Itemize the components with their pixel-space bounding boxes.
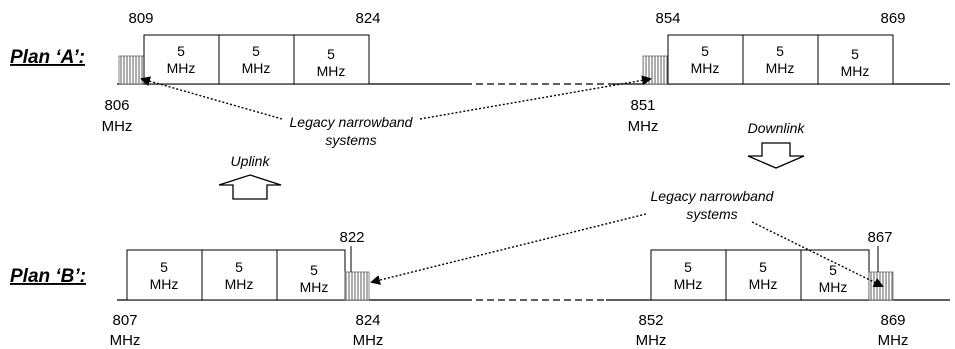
freq-unit: MHz (110, 332, 141, 349)
plan-b-uplink-block-2 (201, 249, 278, 301)
block-unit: MHz (167, 60, 196, 76)
block-unit: MHz (841, 63, 870, 79)
freq-label: 809 (128, 10, 153, 27)
plan-a-uplink-block-2 (218, 34, 295, 85)
freq-unit: MHz (102, 118, 133, 135)
legacy-label-a-line1: Legacy narrowband (290, 114, 414, 130)
downlink-arrow-icon (747, 142, 805, 169)
plan-a-legacy-downlink-hatch (642, 55, 669, 85)
block-unit: MHz (674, 276, 703, 292)
plan-a-uplink-block-1 (143, 34, 220, 85)
block-value: 5 (310, 262, 318, 278)
freq-unit: MHz (628, 118, 659, 135)
freq-label: 824 (355, 312, 380, 329)
uplink-label: Uplink (231, 153, 271, 169)
block-value: 5 (252, 43, 260, 59)
plan-b-legacy-uplink-hatch (344, 271, 370, 301)
freq-label: 824 (355, 10, 380, 27)
block-value: MHz (225, 276, 254, 292)
plan-a-arrow-downlink (419, 75, 652, 120)
block-value: 5 (327, 46, 335, 62)
uplink-arrow-icon (218, 174, 282, 200)
freq-label: 852 (638, 312, 663, 329)
block-value: 5 (235, 259, 243, 275)
freq-label: 867 (867, 229, 892, 246)
block-unit: MHz (242, 60, 271, 76)
plan-a-downlink-blocks: 5 MHz 5 MHz 5 MHz (667, 34, 894, 85)
plan-a-downlink-block-1 (667, 34, 744, 85)
block-value: 5 (829, 262, 837, 278)
block-value: 5 (851, 46, 859, 62)
block-value: 5 (177, 43, 185, 59)
legacy-label-b-line1: Legacy narrowband (651, 188, 775, 204)
block-unit: MHz (300, 279, 329, 295)
block-value: 5 (684, 259, 692, 275)
block-value: 5 (759, 259, 767, 275)
plan-b-arrow-uplink (370, 213, 647, 285)
plan-b-downlink-block-3 (800, 249, 870, 301)
plan-b-downlink-block-1 (650, 249, 727, 301)
plan-a-downlink-block-3 (817, 34, 894, 85)
plan-b-label: Plan ‘B’: (10, 266, 86, 287)
plan-b-uplink-block-1 (126, 249, 203, 301)
downlink-label: Downlink (748, 120, 806, 136)
block-unit: MHz (749, 276, 778, 292)
legacy-label-b-line2: systems (686, 206, 737, 222)
freq-label: 807 (112, 312, 137, 329)
plan-a-arrow-uplink (140, 76, 283, 120)
freq-unit: MHz (636, 332, 667, 349)
block-unit: MHz (317, 63, 346, 79)
plan-a-uplink-blocks: 5 MHz 5 MHz 5 MHz (143, 34, 370, 85)
plan-a-downlink-block-2 (742, 34, 819, 85)
plan-b-uplink-block-3 (276, 249, 346, 301)
plan-a-legacy-uplink-hatch (118, 55, 145, 85)
freq-unit: MHz (878, 332, 909, 349)
freq-label: 806 (104, 97, 129, 114)
plan-b-downlink-block-2 (725, 249, 802, 301)
freq-label: 851 (630, 97, 655, 114)
plan-b-downlink-blocks: 5 MHz 5 MHz 5 MHz (650, 249, 870, 301)
legacy-label-a-line2: systems (325, 132, 376, 148)
block-value: 5 (776, 43, 784, 59)
plan-b-arrow-downlink (751, 221, 884, 287)
plan-a-uplink-block-3 (293, 34, 370, 85)
block-unit: MHz (691, 60, 720, 76)
freq-label: 854 (655, 10, 680, 27)
freq-label: 869 (880, 10, 905, 27)
plan-b-uplink-blocks: 5 MHz 5 MHz 5 MHz (126, 249, 346, 301)
block-value: 5 (160, 259, 168, 275)
freq-label: 822 (339, 229, 364, 246)
plan-a-label: Plan ‘A’: (10, 47, 85, 68)
block-unit: MHz (766, 60, 795, 76)
freq-label: 869 (880, 312, 905, 329)
block-unit: MHz (150, 276, 179, 292)
freq-unit: MHz (353, 332, 384, 349)
block-value: 5 (701, 43, 709, 59)
block-unit: MHz (819, 279, 848, 295)
